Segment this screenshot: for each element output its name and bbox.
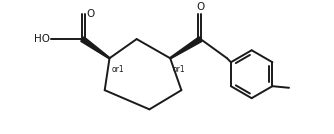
Polygon shape [81,37,110,59]
Text: O: O [196,2,205,12]
Polygon shape [170,37,202,59]
Text: or1: or1 [112,65,125,74]
Text: or1: or1 [172,65,185,74]
Text: HO: HO [34,34,50,44]
Text: O: O [87,10,95,19]
